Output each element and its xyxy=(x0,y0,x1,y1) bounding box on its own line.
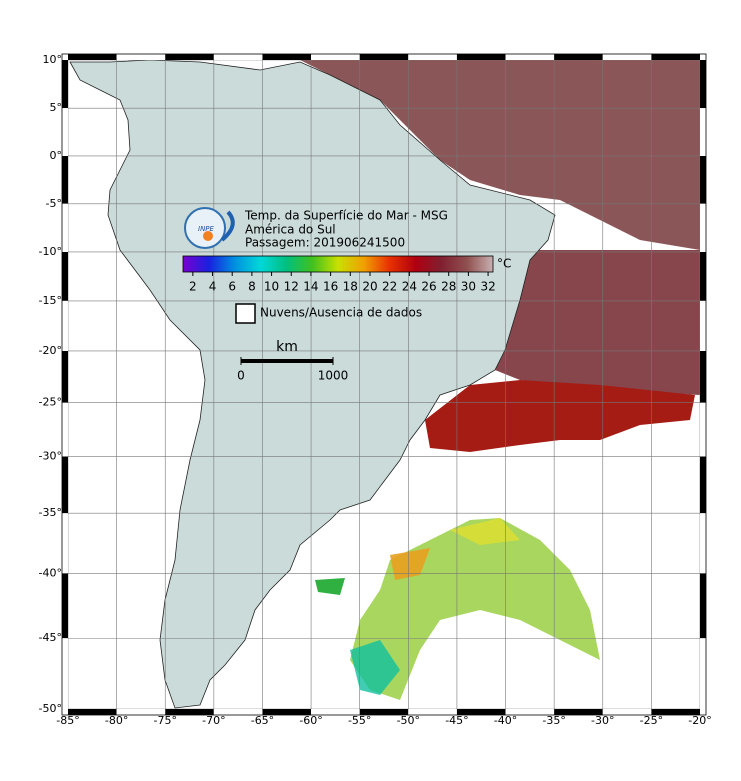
lat-label: -45° xyxy=(39,631,62,644)
legend-label: Nuvens/Ausencia de dados xyxy=(260,306,422,320)
lon-label: -20° xyxy=(688,714,711,727)
colorbar-tick-label: 2 xyxy=(189,280,197,294)
colorbar-tick-label: 6 xyxy=(228,280,236,294)
lat-label: 5° xyxy=(50,101,63,114)
scale-bar-body xyxy=(241,359,333,363)
colorbar-tick-label: 30 xyxy=(461,280,476,294)
lon-label: -25° xyxy=(640,714,663,727)
colorbar-tick-label: 4 xyxy=(209,280,217,294)
map-frame xyxy=(61,53,707,716)
title: Temp. da Superfície do Mar - MSG xyxy=(244,209,448,223)
logo-text: INPE xyxy=(198,225,215,233)
lon-label: -55° xyxy=(348,714,371,727)
legend-swatch xyxy=(235,303,256,324)
frame-outline xyxy=(61,53,707,716)
scale-bar: km 0 1000 xyxy=(237,339,348,383)
lon-label: -45° xyxy=(445,714,468,727)
lon-label: -35° xyxy=(542,714,565,727)
lat-label: 10° xyxy=(43,53,63,66)
colorbar-tick-label: 22 xyxy=(382,280,397,294)
pass-time: Passagem: 201906241500 xyxy=(245,236,405,250)
colorbar-fill xyxy=(182,255,494,273)
lon-label: -40° xyxy=(494,714,517,727)
colorbar-tick-label: 16 xyxy=(323,280,338,294)
lon-label: -70° xyxy=(202,714,225,727)
scale-tick-label: 0 xyxy=(237,369,245,383)
lat-label: -20° xyxy=(39,344,62,357)
colorbar-tick-label: 32 xyxy=(480,280,495,294)
colorbar: 2 4 6 8 10 12 14 16 18 20 22 24 26 28 30 32 xyxy=(182,255,496,294)
lon-label: -65° xyxy=(251,714,274,727)
colorbar-tick-label: 20 xyxy=(362,280,377,294)
lon-label: -75° xyxy=(153,714,176,727)
colorbar-tick-label: 8 xyxy=(248,280,256,294)
colorbar-tick-label: 10 xyxy=(264,280,279,294)
lon-label: -30° xyxy=(591,714,614,727)
lat-label: -15° xyxy=(39,294,62,307)
lon-label: -50° xyxy=(397,714,420,727)
logo: INPE xyxy=(184,207,235,249)
lat-label: -10° xyxy=(39,245,62,258)
lat-label: -30° xyxy=(39,450,62,463)
lon-label: -85° xyxy=(56,714,79,727)
lat-label: -35° xyxy=(39,506,62,519)
colorbar-tick-label: 18 xyxy=(343,280,358,294)
lat-label: -50° xyxy=(39,702,62,715)
colorbar-tick-label: 24 xyxy=(402,280,417,294)
colorbar-tick-label: 12 xyxy=(284,280,299,294)
scale-unit: km xyxy=(276,339,298,355)
subtitle: América do Sul xyxy=(245,223,336,237)
lat-label: 0° xyxy=(50,149,63,162)
sst-imagery xyxy=(300,60,700,700)
colorbar-tick-label: 28 xyxy=(441,280,456,294)
colorbar-tick-label: 14 xyxy=(303,280,318,294)
lat-label: -40° xyxy=(39,566,62,579)
lat-label: -25° xyxy=(39,396,62,409)
colorbar-unit: °C xyxy=(497,257,511,271)
lat-label: -5° xyxy=(46,197,62,210)
lon-label: -60° xyxy=(299,714,322,727)
lon-label: -80° xyxy=(105,714,128,727)
scale-tick-label: 1000 xyxy=(318,369,349,383)
colorbar-tick-label: 26 xyxy=(421,280,436,294)
